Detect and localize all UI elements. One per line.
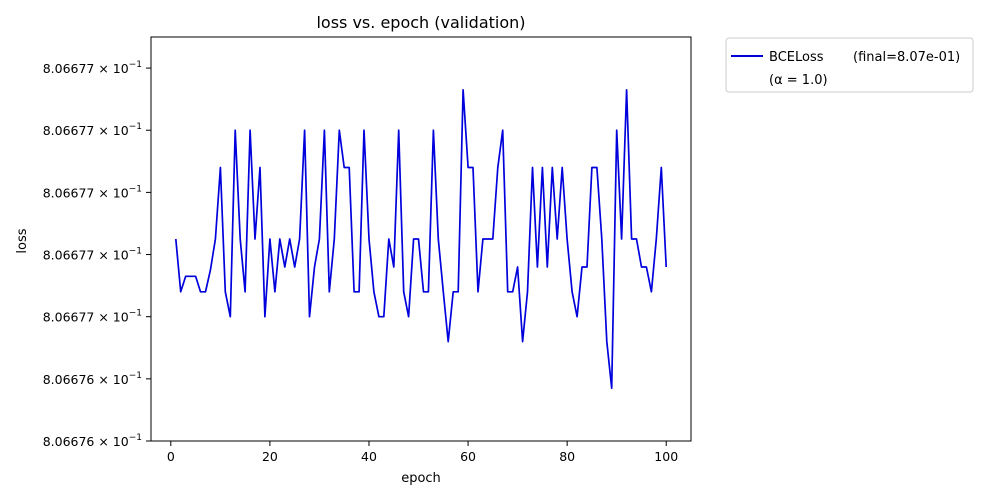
x-tick-label: 20 (262, 449, 278, 464)
x-tick-label: 0 (167, 449, 175, 464)
x-tick-label: 80 (559, 449, 575, 464)
y-tick-label: 8.06677 × 10−1 (43, 184, 142, 200)
legend: BCELoss (final=8.07e-01) (α = 1.0) (725, 37, 974, 93)
x-tick-label: 60 (460, 449, 476, 464)
x-axis-ticks: 0 20 40 60 80 100 (167, 441, 678, 464)
y-tick-label: 8.06677 × 10−1 (43, 309, 142, 325)
series-layer (174, 88, 668, 390)
y-tick-label: 8.06676 × 10−1 (43, 433, 142, 449)
y-tick-label: 8.06676 × 10−1 (43, 371, 142, 387)
legend-box (725, 37, 974, 93)
y-tick-label: 8.06677 × 10−1 (43, 122, 142, 138)
plot-area-frame (150, 36, 692, 442)
x-axis-label: epoch (401, 471, 441, 486)
legend-final-value: (final=8.07e-01) (853, 50, 960, 65)
y-tick-label: 8.06677 × 10−1 (43, 247, 142, 263)
x-tick-label: 40 (361, 449, 377, 464)
legend-alpha-note: (α = 1.0) (769, 73, 828, 88)
series-line-bceloss (174, 88, 668, 390)
y-tick-label: 8.06677 × 10−1 (43, 60, 142, 76)
y-axis-label: loss (15, 228, 30, 253)
x-tick-label: 100 (654, 449, 678, 464)
y-axis-ticks: 8.06677 × 10−1 8.06677 × 10−1 8.06677 × 10… (43, 60, 151, 449)
legend-label-bceloss: BCELoss (769, 50, 824, 65)
chart-title: loss vs. epoch (validation) (316, 13, 525, 32)
